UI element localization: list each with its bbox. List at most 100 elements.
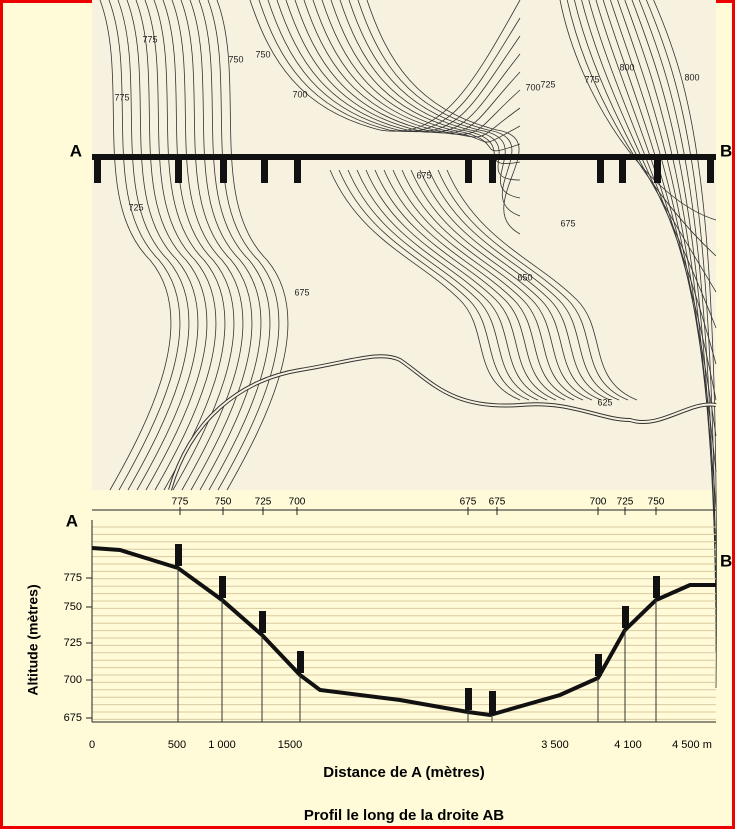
contour — [374, 169, 566, 401]
y-tick-label: 675 — [64, 712, 82, 724]
contour — [276, 0, 521, 133]
y-tick-label: 700 — [64, 674, 82, 686]
contour — [330, 0, 521, 164]
contour — [153, 0, 226, 491]
contour-label: 650 — [517, 272, 532, 282]
contour — [135, 0, 208, 491]
top-tick-label: 700 — [289, 497, 306, 508]
x-tick-label: 0 — [89, 739, 95, 751]
y-tick-label: 750 — [64, 601, 82, 613]
contour — [189, 0, 262, 491]
x-tick-label: 1 000 — [208, 739, 236, 751]
map-marker — [654, 157, 661, 183]
profile-marker — [259, 611, 266, 633]
contour — [258, 0, 521, 132]
contour-label: 725 — [540, 79, 555, 89]
top-tick-label: 750 — [648, 497, 665, 508]
contour — [285, 0, 521, 134]
contour — [646, 0, 717, 653]
map-point-a: A — [70, 141, 82, 160]
x-tick-label: 1500 — [278, 739, 302, 751]
contour — [207, 0, 280, 491]
contour — [566, 0, 717, 257]
contour — [126, 0, 199, 491]
contour — [366, 0, 521, 235]
y-axis-label: Altitude (mètres) — [25, 584, 41, 695]
contour — [559, 0, 717, 221]
map-marker — [94, 157, 101, 183]
top-tick-label: 675 — [460, 497, 477, 508]
profile-marker — [489, 691, 496, 713]
profile-lines — [92, 526, 716, 720]
map-marker — [294, 157, 301, 183]
top-tick-label: 750 — [215, 497, 232, 508]
map-marker — [220, 157, 227, 183]
profile-marker — [219, 576, 226, 598]
contour-label: 775 — [114, 92, 129, 102]
profile-marker — [175, 544, 182, 566]
contour — [419, 169, 611, 401]
map-marker — [707, 157, 714, 183]
top-tick-label: 675 — [489, 497, 506, 508]
contour — [117, 0, 190, 491]
contour — [638, 0, 717, 617]
contour — [347, 169, 539, 401]
profile-point-b: B — [720, 551, 732, 570]
x-tick-label: 4 100 — [614, 739, 642, 751]
profile-marker — [595, 654, 602, 676]
map-marker — [261, 157, 268, 183]
caption: Profil le long de la droite AB — [304, 807, 504, 824]
contour-label: 700 — [292, 89, 307, 99]
contour — [365, 169, 557, 401]
contour — [653, 0, 717, 689]
map-marker — [175, 157, 182, 183]
contour — [437, 169, 629, 401]
contour — [171, 0, 244, 491]
top-tick-label: 725 — [617, 497, 634, 508]
profile-marker — [297, 651, 304, 673]
contour-label: 675 — [560, 218, 575, 228]
contour — [410, 169, 602, 401]
contour — [180, 0, 253, 491]
contour — [631, 0, 717, 581]
contour-label: 625 — [597, 397, 612, 407]
contour — [99, 0, 172, 491]
contour — [249, 0, 521, 132]
top-tick-label: 725 — [255, 497, 272, 508]
contour — [338, 169, 530, 401]
contour — [267, 0, 521, 133]
contour — [329, 169, 521, 401]
contour — [595, 0, 717, 401]
contour-label: 800 — [684, 72, 699, 82]
map-point-b: B — [720, 141, 732, 160]
contour — [144, 0, 217, 491]
map-marker — [465, 157, 472, 183]
profile-marker — [653, 576, 660, 598]
contour — [581, 0, 717, 329]
contour — [198, 0, 271, 491]
river-inner — [169, 355, 717, 491]
contour — [312, 0, 521, 143]
x-tick-label: 4 500 m — [672, 739, 712, 751]
contour — [348, 0, 521, 199]
contour — [624, 0, 717, 545]
contour-label: 775 — [142, 34, 157, 44]
profile-marker — [465, 688, 472, 710]
contour — [356, 169, 548, 401]
contour — [294, 0, 521, 135]
contour-label: 800 — [619, 62, 634, 72]
contour — [339, 0, 521, 181]
contour — [357, 0, 521, 217]
contour — [108, 0, 181, 491]
contour-label: 775 — [584, 74, 599, 84]
contour — [401, 169, 593, 401]
contour-label: 750 — [255, 49, 270, 59]
y-tick-label: 725 — [64, 637, 82, 649]
contour — [303, 0, 521, 138]
contour — [216, 0, 289, 491]
x-tick-label: 3 500 — [541, 739, 569, 751]
top-tick-label: 775 — [172, 497, 189, 508]
profile-marker — [622, 606, 629, 628]
top-tick-label: 700 — [590, 497, 607, 508]
